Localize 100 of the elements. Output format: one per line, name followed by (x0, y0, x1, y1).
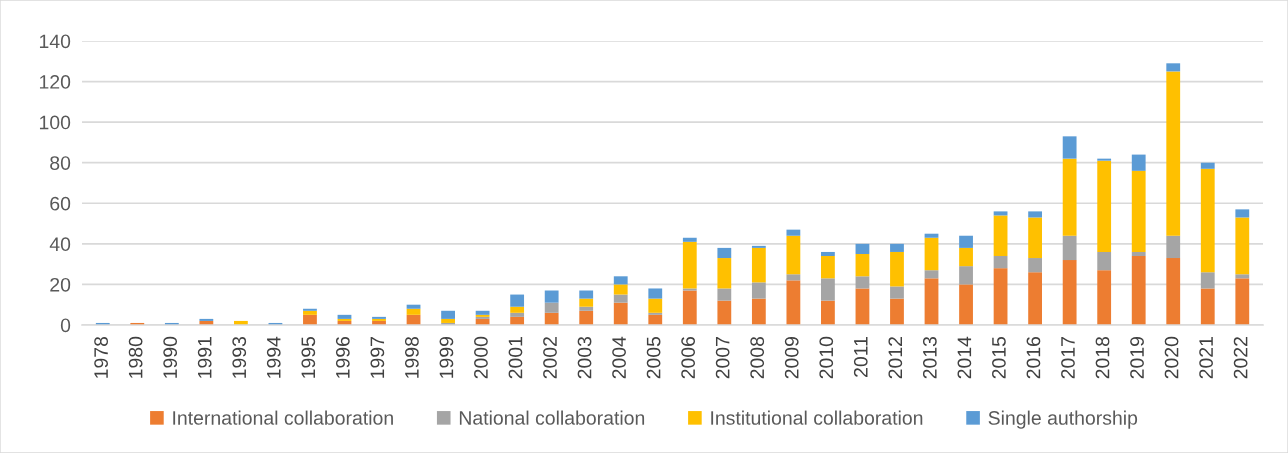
bar (441, 318, 455, 323)
legend-label: Single authorship (988, 410, 1138, 429)
bar (890, 286, 904, 299)
bar (613, 284, 628, 295)
x-tick-label: 2017 (1061, 337, 1075, 379)
bar (821, 300, 835, 325)
x-tick-label: 1994 (266, 336, 281, 378)
bar (1028, 258, 1043, 273)
bar (1131, 251, 1146, 257)
x-tick-label: 2016 (1026, 336, 1041, 379)
bar (1166, 63, 1181, 72)
bar (199, 318, 214, 321)
legend-label: International collaboration (173, 410, 393, 425)
x-tick-label: 1991 (197, 337, 212, 378)
bar (648, 314, 663, 325)
y-tick-label: 140 (39, 34, 71, 49)
bar (337, 318, 352, 321)
bar (751, 245, 766, 248)
bar (682, 241, 697, 289)
y-tick-label: 100 (39, 115, 71, 130)
x-tick-label: 2010 (819, 336, 834, 379)
bar (924, 278, 939, 325)
bar (890, 251, 904, 287)
x-tick-label: 2012 (888, 337, 903, 379)
x-tick-label: 2020 (1164, 336, 1179, 379)
bar (613, 276, 628, 285)
x-tick-label: 2008 (750, 336, 765, 379)
bar (1166, 258, 1181, 325)
x-tick-label: 2007 (715, 337, 730, 379)
bar (993, 268, 1008, 325)
bar (855, 288, 870, 325)
bar (1166, 71, 1181, 236)
y-tick-label: 40 (49, 237, 71, 252)
bar (682, 290, 697, 325)
bar (1235, 274, 1250, 279)
bar (579, 290, 594, 299)
x-tick-label: 2015 (992, 336, 1006, 379)
bar (959, 266, 973, 285)
bar (993, 211, 1008, 216)
bar (1200, 288, 1215, 325)
bar (544, 302, 559, 313)
x-tick-label: 2014 (957, 336, 972, 379)
bar (924, 270, 939, 279)
x-tick-label: 1998 (405, 336, 419, 378)
legend-label: Institutional collaboration (711, 410, 923, 425)
bar (751, 247, 766, 283)
bar (786, 274, 801, 281)
bar (406, 304, 421, 309)
x-tick-label: 1990 (163, 336, 178, 378)
y-tick-label: 0 (60, 318, 71, 333)
bar (959, 247, 973, 267)
bar (1200, 272, 1215, 289)
bar (1131, 256, 1146, 325)
bar (1235, 278, 1250, 325)
bar (993, 256, 1008, 269)
bar (1062, 235, 1077, 261)
bar (751, 298, 766, 325)
bar (682, 237, 697, 242)
bar (406, 308, 421, 315)
bar (1131, 154, 1146, 171)
bar (579, 310, 594, 325)
x-tick-label: 2013 (922, 336, 937, 379)
bar (890, 243, 904, 252)
bar (1062, 260, 1077, 325)
x-tick-label: 2004 (612, 336, 626, 379)
x-tick-label: 2001 (508, 337, 523, 379)
x-tick-label: 2005 (646, 336, 661, 379)
x-tick-label: 2018 (1095, 336, 1110, 379)
bar (510, 294, 525, 307)
x-tick-label: 2011 (853, 337, 868, 377)
bar (303, 314, 317, 325)
bar (1200, 162, 1215, 169)
legend-label: National collaboration (459, 410, 645, 425)
bar (1097, 251, 1112, 271)
x-tick-label: 2002 (543, 337, 557, 379)
bar (510, 306, 525, 313)
bar (1235, 217, 1250, 275)
bar (613, 294, 628, 303)
bar (821, 251, 835, 257)
bar (786, 280, 801, 325)
x-tick-label: 1999 (439, 337, 454, 378)
bar (993, 215, 1008, 257)
y-tick-label: 80 (50, 156, 71, 170)
bar (890, 298, 904, 325)
bar (303, 308, 317, 311)
bar (1097, 270, 1112, 325)
bar (544, 290, 559, 303)
bar (751, 282, 766, 299)
x-tick-label: 2022 (1233, 337, 1248, 379)
bar (1028, 217, 1043, 259)
bar (441, 310, 455, 319)
bar (821, 278, 835, 301)
bar (855, 253, 870, 277)
bar (303, 310, 317, 315)
y-tick-label: 60 (50, 196, 71, 211)
bar (510, 312, 525, 317)
x-tick-label: 1980 (128, 336, 143, 378)
bar (648, 312, 663, 315)
x-tick-label: 1997 (370, 337, 385, 378)
bar (1235, 209, 1250, 218)
